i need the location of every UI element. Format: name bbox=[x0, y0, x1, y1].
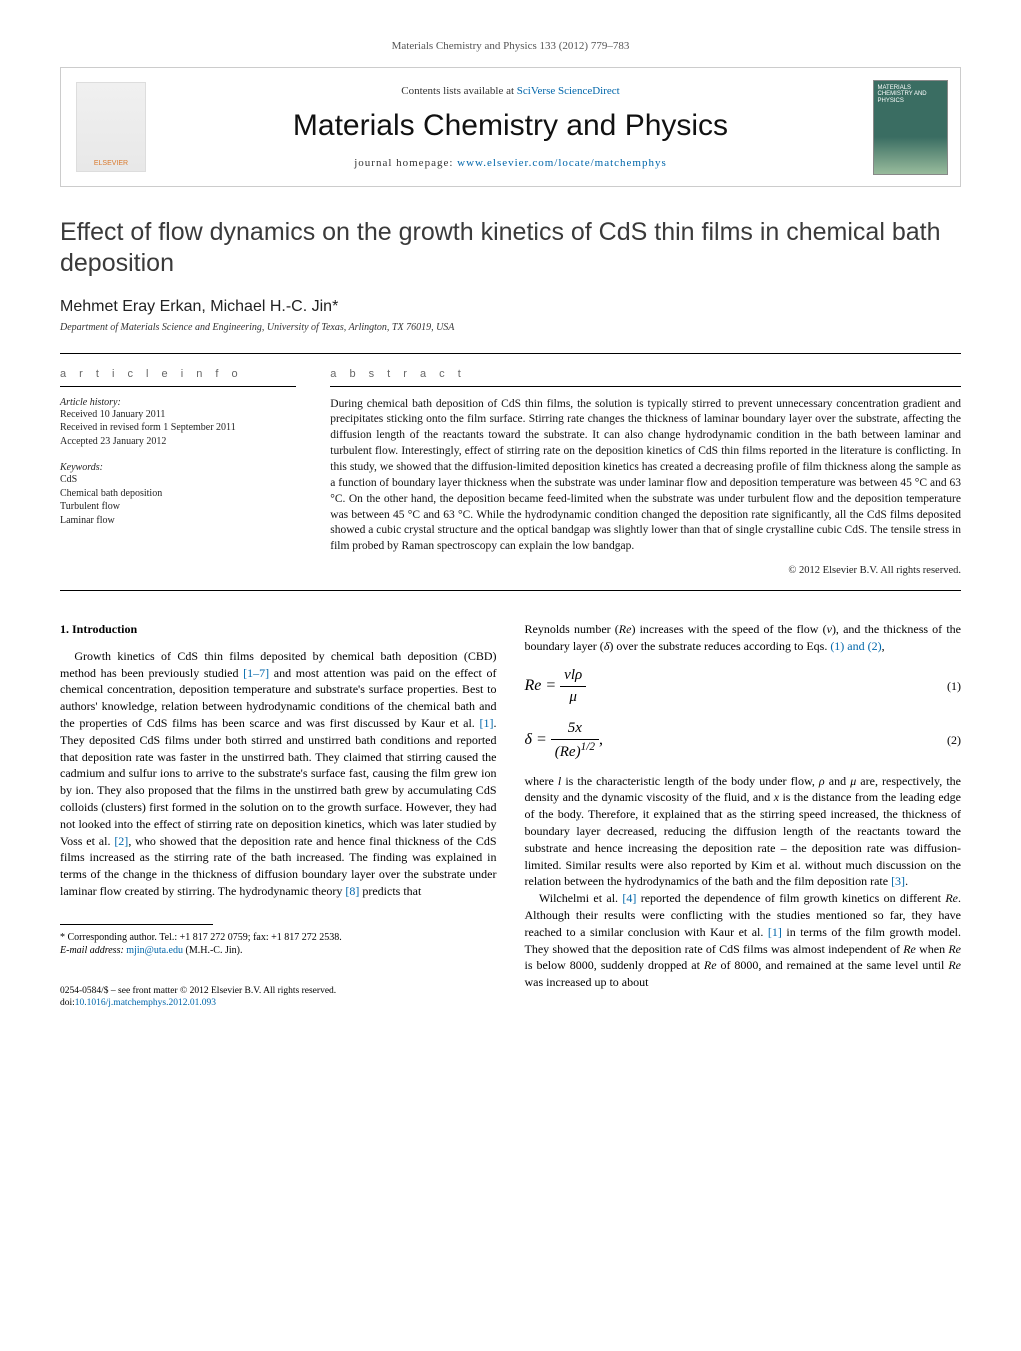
eq2-number: (2) bbox=[947, 732, 961, 749]
keywords-label: Keywords: bbox=[60, 462, 296, 473]
abstract: a b s t r a c t During chemical bath dep… bbox=[312, 354, 961, 591]
history-label: Article history: bbox=[60, 397, 296, 408]
col2-para2: Wilchelmi et al. [4] reported the depend… bbox=[525, 890, 962, 991]
body-columns: 1. Introduction Growth kinetics of CdS t… bbox=[60, 621, 961, 1009]
revised-date: Received in revised form 1 September 201… bbox=[60, 421, 296, 435]
col2-para1: where l is the characteristic length of … bbox=[525, 773, 962, 891]
footer-line1: 0254-0584/$ – see front matter © 2012 El… bbox=[60, 986, 336, 996]
info-abstract-block: a r t i c l e i n f o Article history: R… bbox=[60, 353, 961, 592]
email-suffix: (M.H.-C. Jin). bbox=[183, 945, 242, 956]
ref-link[interactable]: [1] bbox=[480, 716, 494, 730]
ref-link[interactable]: [3] bbox=[891, 874, 905, 888]
corresponding-author-footnote: * Corresponding author. Tel.: +1 817 272… bbox=[60, 931, 497, 957]
doi-link[interactable]: 10.1016/j.matchemphys.2012.01.093 bbox=[75, 998, 216, 1008]
article-info: a r t i c l e i n f o Article history: R… bbox=[60, 354, 312, 591]
banner-center: Contents lists available at SciVerse Sci… bbox=[161, 75, 860, 179]
ref-link[interactable]: [1] bbox=[768, 925, 782, 939]
sciencedirect-link[interactable]: SciVerse ScienceDirect bbox=[517, 85, 620, 97]
right-column: Reynolds number (Re) increases with the … bbox=[525, 621, 962, 1009]
corr-text: * Corresponding author. Tel.: +1 817 272… bbox=[60, 932, 342, 943]
section-heading: 1. Introduction bbox=[60, 621, 497, 638]
abstract-head: a b s t r a c t bbox=[330, 368, 961, 387]
publisher-logo-area: ELSEVIER bbox=[61, 68, 161, 186]
left-column: 1. Introduction Growth kinetics of CdS t… bbox=[60, 621, 497, 1009]
affiliation: Department of Materials Science and Engi… bbox=[60, 322, 961, 333]
keyword: Laminar flow bbox=[60, 514, 296, 528]
eq1-number: (1) bbox=[947, 678, 961, 695]
ref-link[interactable]: [4] bbox=[622, 891, 636, 905]
homepage-prefix: journal homepage: bbox=[354, 157, 457, 169]
keyword: Turbulent flow bbox=[60, 500, 296, 514]
ref-link[interactable]: [2] bbox=[114, 834, 128, 848]
journal-name: Materials Chemistry and Physics bbox=[171, 109, 850, 143]
article-info-head: a r t i c l e i n f o bbox=[60, 368, 296, 387]
eq1-math: Re = νlρμ bbox=[525, 665, 587, 708]
abstract-text: During chemical bath deposition of CdS t… bbox=[330, 397, 961, 556]
homepage-line: journal homepage: www.elsevier.com/locat… bbox=[171, 157, 850, 169]
journal-banner: ELSEVIER Contents lists available at Sci… bbox=[60, 67, 961, 187]
journal-cover: MATERIALS CHEMISTRY AND PHYSICS bbox=[873, 80, 948, 175]
intro-paragraph-1: Growth kinetics of CdS thin films deposi… bbox=[60, 648, 497, 900]
email-label: E-mail address: bbox=[60, 945, 126, 956]
ref-link[interactable]: [8] bbox=[345, 884, 359, 898]
footnote-separator bbox=[60, 924, 213, 925]
footer-copyright: 0254-0584/$ – see front matter © 2012 El… bbox=[60, 985, 497, 1010]
eq-ref-link[interactable]: (1) and (2) bbox=[830, 639, 881, 653]
doi-prefix: doi: bbox=[60, 998, 75, 1008]
received-date: Received 10 January 2011 bbox=[60, 408, 296, 422]
equation-2: δ = 5x(Re)1/2, (2) bbox=[525, 718, 962, 763]
email-link[interactable]: mjin@uta.edu bbox=[126, 945, 183, 956]
equation-1: Re = νlρμ (1) bbox=[525, 665, 962, 708]
keyword: Chemical bath deposition bbox=[60, 487, 296, 501]
col2-intro: Reynolds number (Re) increases with the … bbox=[525, 621, 962, 655]
abstract-copyright: © 2012 Elsevier B.V. All rights reserved… bbox=[330, 565, 961, 576]
accepted-date: Accepted 23 January 2012 bbox=[60, 435, 296, 449]
running-header: Materials Chemistry and Physics 133 (201… bbox=[60, 40, 961, 52]
journal-cover-area: MATERIALS CHEMISTRY AND PHYSICS bbox=[860, 68, 960, 186]
keyword: CdS bbox=[60, 473, 296, 487]
homepage-link[interactable]: www.elsevier.com/locate/matchemphys bbox=[457, 157, 667, 169]
ref-link[interactable]: [1–7] bbox=[243, 666, 269, 680]
eq2-math: δ = 5x(Re)1/2, bbox=[525, 718, 603, 763]
contents-prefix: Contents lists available at bbox=[401, 85, 516, 97]
article-title: Effect of flow dynamics on the growth ki… bbox=[60, 217, 961, 280]
authors: Mehmet Eray Erkan, Michael H.-C. Jin* bbox=[60, 298, 961, 316]
contents-line: Contents lists available at SciVerse Sci… bbox=[171, 85, 850, 97]
elsevier-logo: ELSEVIER bbox=[76, 82, 146, 172]
